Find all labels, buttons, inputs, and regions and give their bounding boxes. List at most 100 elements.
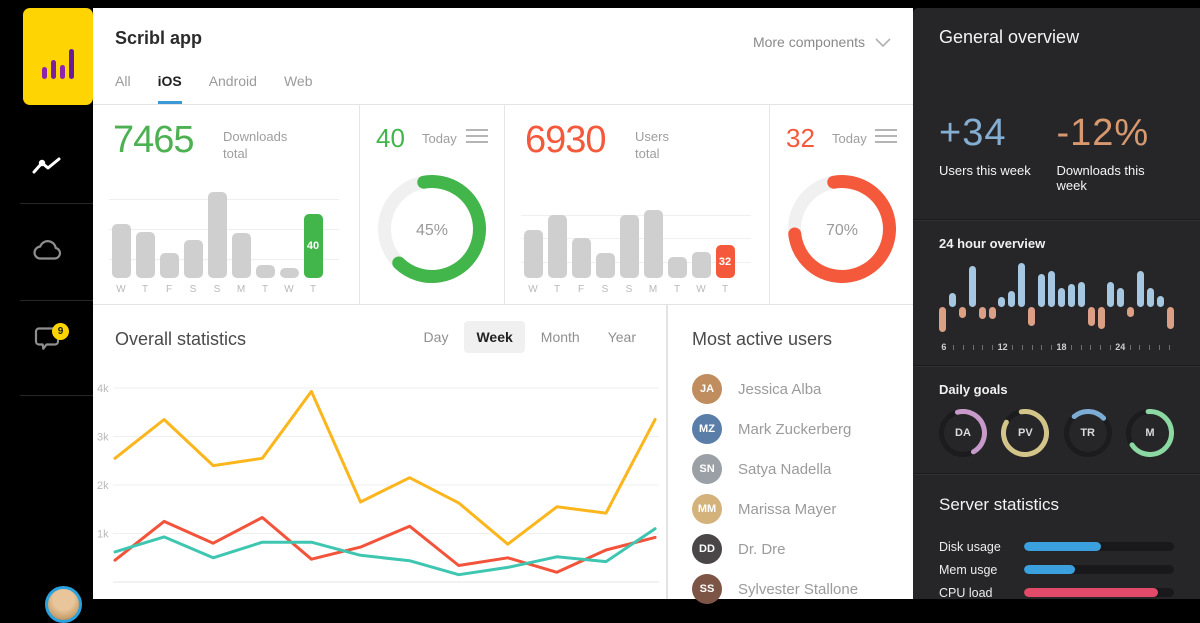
user-row[interactable]: JA Jessica Alba: [692, 369, 901, 409]
daily-goal-m[interactable]: M: [1125, 409, 1174, 457]
server-statistics-rows: Disk usage Mem usge CPU load: [939, 535, 1174, 599]
tab-month[interactable]: Month: [540, 329, 580, 345]
bar-chart-logo-icon: [42, 49, 74, 79]
users-delta-value: +34: [939, 112, 1007, 154]
svg-text:3k: 3k: [97, 432, 109, 444]
bar-M: M: [641, 210, 665, 296]
chevron-down-icon: [875, 34, 891, 50]
hamburger-menu-icon[interactable]: [466, 129, 488, 147]
users-total-card: 6930 Users total W T F S S M T W 32 T: [505, 105, 770, 304]
bar-T: 40 T: [301, 214, 325, 296]
bar-W: W: [689, 252, 713, 296]
stat-cards-row: 7465 Downloads total W T F S S M T W 40 T 40 Today…: [93, 105, 913, 305]
avatar: DD: [692, 534, 722, 564]
bar-T: T: [545, 215, 569, 296]
bar-S: S: [593, 253, 617, 296]
avatar: SS: [692, 574, 722, 604]
users-week-bar-chart: W T F S S M T W 32 T: [521, 210, 751, 296]
most-active-users-title: Most active users: [692, 329, 833, 349]
tab-android[interactable]: Android: [208, 73, 257, 89]
chat-bubble-icon: [32, 326, 62, 359]
avatar: MM: [692, 494, 722, 524]
avatar: SN: [692, 454, 722, 484]
downloads-progress-donut: 45%: [378, 175, 486, 288]
weekly-deltas: +34 Users this week -12% Downloads this …: [939, 112, 1174, 193]
tab-web[interactable]: Web: [283, 73, 313, 89]
bottom-cards-row: Overall statistics Day Week Month Year 4k 3k…: [93, 305, 913, 604]
users-total-value: 6930: [525, 119, 607, 161]
hours-overview-title: 24 hour overview: [939, 236, 1046, 251]
server-stat-row: Mem usge: [939, 558, 1174, 581]
page-title: Scribl app: [115, 28, 203, 48]
user-row[interactable]: MZ Mark Zuckerberg: [692, 409, 901, 449]
avatar: MZ: [692, 414, 722, 444]
bar-T: T: [253, 265, 277, 296]
tab-year[interactable]: Year: [607, 329, 636, 345]
cloud-icon: [29, 238, 65, 267]
svg-text:1k: 1k: [97, 529, 109, 541]
tab-week[interactable]: Week: [464, 321, 525, 353]
app-logo[interactable]: [23, 8, 93, 105]
most-active-users-card: Most active users JA Jessica Alba MZ Mark Z…: [668, 305, 911, 604]
user-row[interactable]: SS Sylvester Stallone: [692, 569, 901, 609]
sidebar-item-cloud[interactable]: [0, 229, 93, 275]
tab-ios[interactable]: iOS: [157, 73, 182, 104]
server-stat-row: CPU load: [939, 581, 1174, 599]
overall-line-chart: 4k 3k 2k 1k: [93, 365, 668, 604]
user-name: Satya Nadella: [738, 460, 832, 478]
sidebar-item-messages[interactable]: 9: [0, 319, 93, 365]
bar-F: F: [157, 252, 181, 296]
downloads-today-card: 40 Today 45%: [360, 105, 505, 304]
more-components-dropdown[interactable]: More components: [753, 34, 891, 50]
bar-W: W: [109, 223, 133, 296]
sidebar-divider: [20, 203, 93, 204]
users-total-label: Users total: [635, 129, 669, 161]
bar-T: T: [665, 257, 689, 296]
bar-T: 32 T: [713, 245, 737, 296]
user-avatar[interactable]: [45, 586, 82, 623]
daily-goal-tr[interactable]: TR: [1063, 409, 1112, 457]
downloads-today-unit: Today: [422, 131, 457, 146]
sidebar-divider: [20, 300, 93, 301]
bar-F: F: [569, 237, 593, 296]
users-delta-label: Users this week: [939, 163, 1031, 178]
app-root: 9 Scribl app All iOS Android Web More compo…: [0, 8, 1200, 623]
daily-goals-rings: DA PV TR M: [939, 409, 1174, 457]
bar-S: S: [617, 215, 641, 296]
daily-goal-pv[interactable]: PV: [1001, 409, 1050, 457]
active-users-list: JA Jessica Alba MZ Mark Zuckerberg SN Satya N…: [692, 369, 901, 609]
overall-statistics-card: Overall statistics Day Week Month Year 4k 3k…: [93, 305, 668, 599]
downloads-week-bar-chart: W T F S S M T W 40 T: [109, 192, 339, 296]
tab-day[interactable]: Day: [423, 329, 449, 345]
downloads-total-card: 7465 Downloads total W T F S S M T W 40 T: [93, 105, 360, 304]
daily-goals-title: Daily goals: [939, 382, 1008, 397]
hours-axis: 6 12 18 24: [939, 341, 1174, 353]
main-content: Scribl app All iOS Android Web More compone…: [93, 8, 913, 604]
user-name: Jessica Alba: [738, 380, 822, 398]
bar-W: W: [521, 229, 545, 296]
general-overview-title: General overview: [939, 27, 1080, 47]
hamburger-menu-icon[interactable]: [875, 129, 897, 147]
daily-goal-da[interactable]: DA: [939, 409, 987, 457]
user-name: Mark Zuckerberg: [738, 420, 852, 438]
user-row[interactable]: SN Satya Nadella: [692, 449, 901, 489]
server-stat-row: Disk usage: [939, 535, 1174, 558]
more-components-label: More components: [752, 34, 865, 50]
downloads-total-value: 7465: [113, 119, 195, 161]
bar-W: W: [277, 268, 301, 296]
users-today-unit: Today: [832, 131, 867, 146]
user-name: Marissa Mayer: [738, 500, 837, 518]
tab-all[interactable]: All: [115, 73, 131, 89]
user-row[interactable]: DD Dr. Dre: [692, 529, 901, 569]
avatar: JA: [692, 374, 722, 404]
users-progress-donut: 70%: [787, 175, 896, 288]
user-name: Dr. Dre: [738, 540, 786, 558]
app-header: Scribl app All iOS Android Web More compone…: [93, 8, 913, 105]
user-name: Sylvester Stallone: [738, 580, 859, 598]
range-tabs: Day Week Month Year: [412, 321, 648, 353]
notification-badge: 9: [52, 323, 69, 340]
svg-text:45%: 45%: [416, 222, 448, 239]
user-row[interactable]: MM Marissa Mayer: [692, 489, 901, 529]
sidebar-item-statistics[interactable]: [0, 145, 93, 191]
bar-M: M: [229, 233, 253, 296]
